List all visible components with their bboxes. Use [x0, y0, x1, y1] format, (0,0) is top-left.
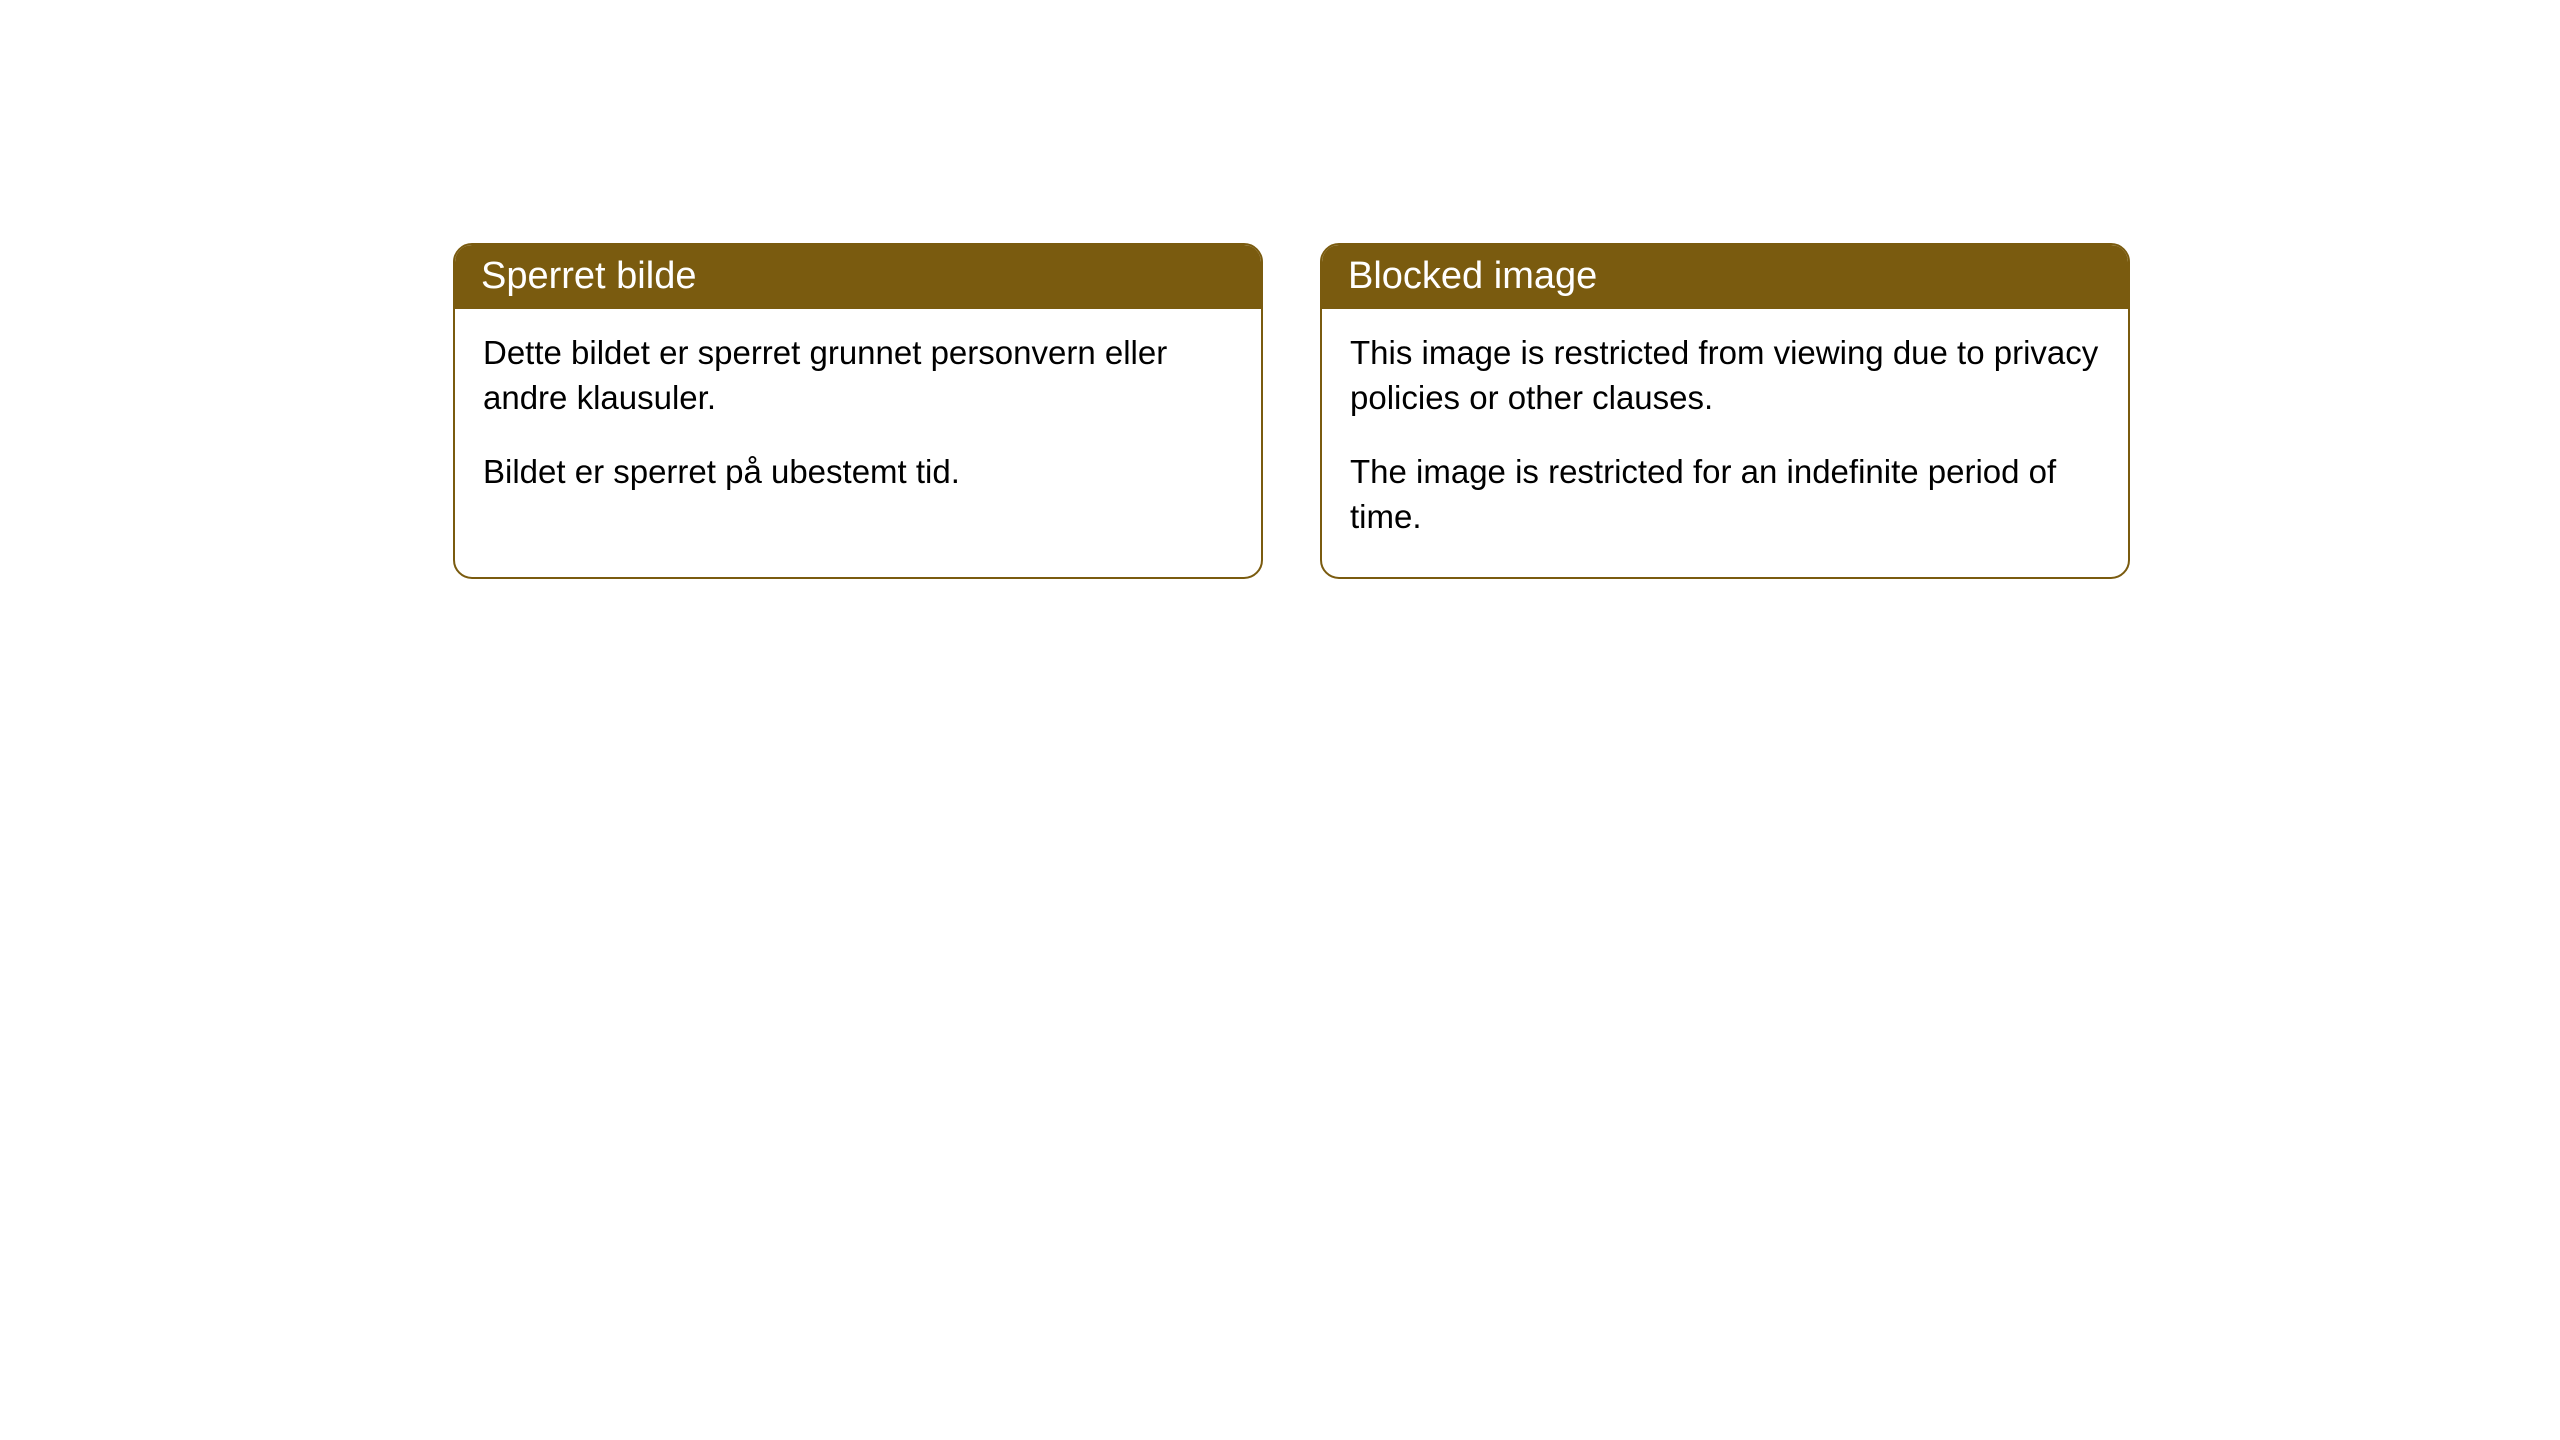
card-paragraph-en-1: This image is restricted from viewing du… [1350, 331, 2100, 420]
card-blocked-image-no: Sperret bilde Dette bildet er sperret gr… [453, 243, 1263, 579]
card-paragraph-no-1: Dette bildet er sperret grunnet personve… [483, 331, 1233, 420]
card-paragraph-en-2: The image is restricted for an indefinit… [1350, 450, 2100, 539]
card-paragraph-no-2: Bildet er sperret på ubestemt tid. [483, 450, 1233, 495]
card-header-no: Sperret bilde [455, 245, 1261, 309]
card-container: Sperret bilde Dette bildet er sperret gr… [453, 243, 2130, 579]
card-header-en: Blocked image [1322, 245, 2128, 309]
card-body-no: Dette bildet er sperret grunnet personve… [455, 309, 1261, 533]
card-blocked-image-en: Blocked image This image is restricted f… [1320, 243, 2130, 579]
card-body-en: This image is restricted from viewing du… [1322, 309, 2128, 577]
